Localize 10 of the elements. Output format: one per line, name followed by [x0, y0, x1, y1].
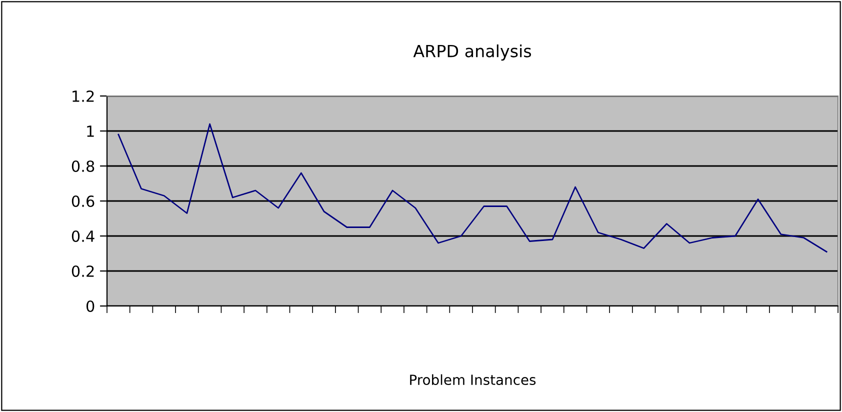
- y-tick-label: 0: [86, 300, 94, 312]
- y-tick-label: 0.2: [72, 265, 94, 278]
- chart-title: ARPD analysis: [413, 44, 532, 61]
- x-axis-title: Problem Instances: [410, 374, 536, 386]
- line-series: [118, 123, 828, 252]
- y-tick-label: 0.6: [72, 195, 94, 208]
- y-tick-label: 0.4: [72, 230, 94, 242]
- y-tick-label: 0.8: [72, 160, 94, 172]
- y-tick-label: 1: [87, 126, 94, 137]
- y-tick-label: 1.2: [72, 90, 94, 102]
